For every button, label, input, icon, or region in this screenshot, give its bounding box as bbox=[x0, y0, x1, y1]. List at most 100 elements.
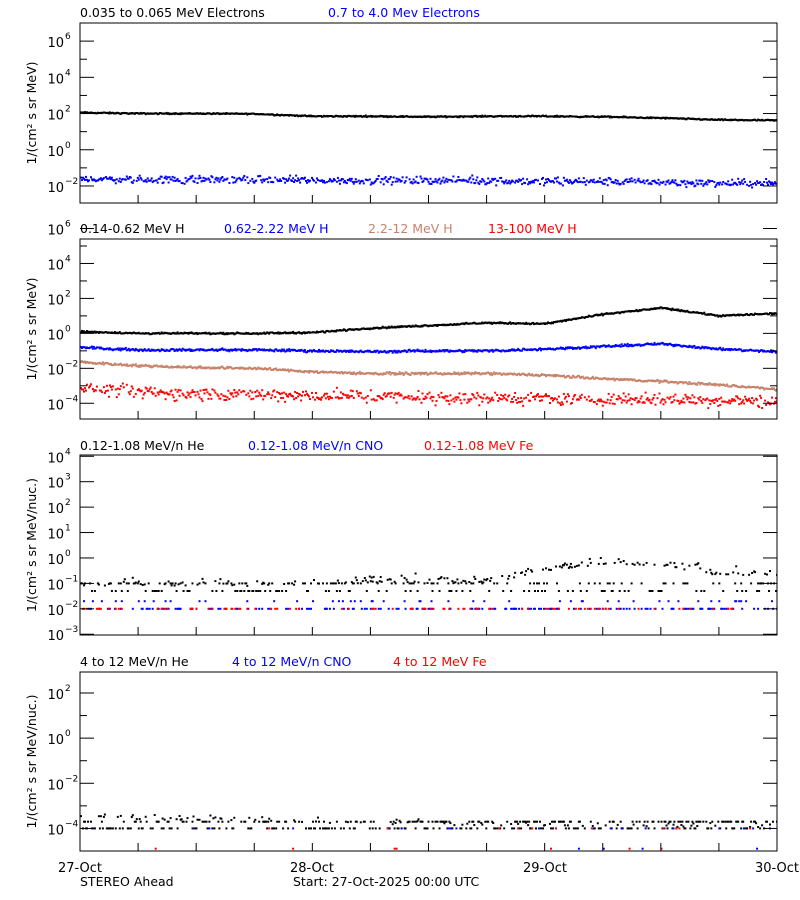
data-point bbox=[374, 607, 377, 610]
data-point bbox=[677, 600, 680, 603]
data-point bbox=[243, 390, 246, 393]
data-point bbox=[482, 397, 485, 400]
data-point bbox=[118, 177, 121, 180]
y-tick-exponent: −1 bbox=[65, 574, 78, 584]
data-point bbox=[595, 607, 598, 610]
data-point bbox=[572, 181, 575, 184]
data-point bbox=[181, 182, 184, 185]
data-point bbox=[712, 383, 715, 386]
data-point bbox=[214, 580, 217, 583]
data-point bbox=[603, 344, 606, 347]
data-point bbox=[666, 180, 669, 183]
data-point bbox=[364, 396, 367, 399]
data-point bbox=[566, 590, 569, 592]
data-point bbox=[749, 180, 752, 183]
data-point bbox=[414, 572, 417, 575]
data-point bbox=[348, 590, 351, 592]
data-point bbox=[140, 389, 143, 392]
data-point bbox=[115, 178, 118, 181]
data-point bbox=[215, 590, 218, 592]
data-point bbox=[163, 177, 166, 179]
data-point bbox=[712, 399, 715, 402]
data-point bbox=[707, 383, 710, 386]
data-point bbox=[747, 399, 750, 402]
data-point bbox=[139, 820, 142, 823]
data-point bbox=[426, 393, 429, 396]
data-point bbox=[444, 395, 447, 398]
data-point bbox=[370, 576, 373, 579]
data-point bbox=[514, 571, 517, 574]
data-point bbox=[657, 379, 660, 382]
data-point bbox=[770, 312, 772, 315]
y-tick-label: 10 bbox=[47, 258, 64, 273]
data-point bbox=[387, 351, 390, 354]
data-point bbox=[743, 402, 746, 405]
data-point bbox=[140, 178, 143, 181]
data-point bbox=[259, 590, 262, 592]
data-point bbox=[442, 373, 445, 376]
data-point bbox=[472, 600, 475, 603]
data-point bbox=[238, 367, 241, 370]
data-point bbox=[88, 179, 90, 182]
data-point bbox=[298, 179, 301, 182]
data-point bbox=[553, 375, 555, 378]
data-point bbox=[554, 373, 556, 376]
data-point bbox=[162, 348, 165, 351]
data-point bbox=[321, 179, 323, 182]
data-point bbox=[619, 561, 622, 564]
data-point bbox=[127, 582, 130, 585]
data-point bbox=[720, 396, 723, 399]
data-point bbox=[400, 179, 403, 182]
data-point bbox=[191, 174, 194, 177]
data-point bbox=[378, 580, 381, 583]
data-point bbox=[535, 178, 537, 181]
data-point bbox=[404, 607, 407, 610]
data-point bbox=[414, 371, 417, 374]
data-point bbox=[588, 557, 591, 560]
data-point bbox=[603, 182, 606, 185]
data-point bbox=[502, 180, 505, 183]
data-point bbox=[334, 350, 337, 353]
data-point bbox=[255, 590, 258, 592]
data-point bbox=[504, 393, 507, 396]
data-point bbox=[410, 582, 413, 585]
data-point bbox=[346, 349, 349, 352]
data-point bbox=[685, 395, 688, 398]
data-point bbox=[144, 815, 147, 818]
data-point bbox=[663, 398, 666, 401]
data-point bbox=[622, 182, 625, 185]
data-point bbox=[264, 178, 267, 181]
data-point bbox=[514, 181, 517, 184]
data-point bbox=[429, 607, 432, 610]
data-point bbox=[202, 389, 205, 391]
data-point bbox=[163, 818, 166, 821]
data-point bbox=[80, 331, 82, 334]
data-point bbox=[276, 590, 279, 592]
data-point bbox=[681, 562, 684, 565]
data-point bbox=[524, 322, 527, 325]
data-point bbox=[699, 396, 702, 399]
data-point bbox=[256, 367, 259, 370]
data-point bbox=[297, 177, 300, 180]
data-point bbox=[581, 600, 584, 603]
data-point bbox=[768, 590, 770, 592]
data-point bbox=[259, 393, 262, 396]
data-point bbox=[271, 582, 274, 585]
data-point bbox=[372, 607, 375, 610]
data-point bbox=[332, 607, 335, 610]
data-point bbox=[476, 350, 479, 353]
data-point bbox=[536, 582, 538, 585]
data-point bbox=[709, 179, 712, 182]
data-point bbox=[507, 350, 510, 353]
data-point bbox=[331, 600, 334, 603]
data-point bbox=[215, 176, 218, 179]
data-point bbox=[593, 607, 596, 610]
data-point bbox=[214, 178, 217, 181]
data-point bbox=[173, 400, 176, 402]
data-point bbox=[388, 177, 391, 180]
data-point bbox=[424, 348, 427, 351]
data-point bbox=[376, 582, 379, 585]
data-point bbox=[335, 590, 338, 592]
data-point bbox=[293, 398, 296, 401]
data-point bbox=[342, 181, 345, 184]
